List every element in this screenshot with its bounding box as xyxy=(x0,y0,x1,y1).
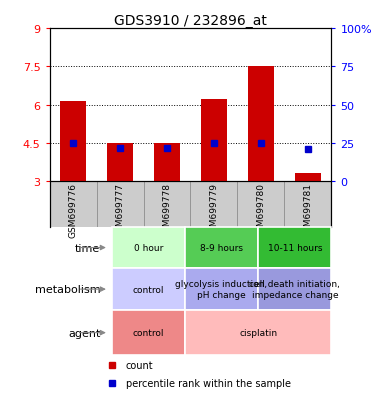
Bar xyxy=(190,182,237,228)
Bar xyxy=(144,182,190,228)
Text: GSM699779: GSM699779 xyxy=(210,183,218,238)
Bar xyxy=(285,182,331,228)
Text: 8-9 hours: 8-9 hours xyxy=(200,243,243,252)
FancyBboxPatch shape xyxy=(258,268,331,311)
Bar xyxy=(154,143,180,182)
Text: GSM699780: GSM699780 xyxy=(256,183,266,238)
Text: GSM699777: GSM699777 xyxy=(115,183,125,238)
Bar xyxy=(201,100,227,182)
Text: GSM699781: GSM699781 xyxy=(304,183,312,238)
FancyBboxPatch shape xyxy=(185,268,258,311)
FancyBboxPatch shape xyxy=(185,311,331,355)
Bar xyxy=(96,182,144,228)
Bar xyxy=(237,182,285,228)
Bar xyxy=(107,143,133,182)
Text: count: count xyxy=(126,361,153,370)
Text: control: control xyxy=(133,328,164,337)
Text: cisplatin: cisplatin xyxy=(239,328,277,337)
Text: 10-11 hours: 10-11 hours xyxy=(267,243,322,252)
FancyBboxPatch shape xyxy=(112,311,185,355)
FancyBboxPatch shape xyxy=(185,228,258,268)
Text: time: time xyxy=(75,243,100,253)
FancyBboxPatch shape xyxy=(258,228,331,268)
Text: cell death initiation,
impedance change: cell death initiation, impedance change xyxy=(250,280,340,299)
Bar xyxy=(295,174,321,182)
Text: agent: agent xyxy=(68,328,100,338)
Text: GSM699778: GSM699778 xyxy=(163,183,171,238)
Text: GSM699776: GSM699776 xyxy=(69,183,77,238)
FancyBboxPatch shape xyxy=(112,228,185,268)
Text: percentile rank within the sample: percentile rank within the sample xyxy=(126,378,291,388)
Text: 0 hour: 0 hour xyxy=(133,243,163,252)
Text: glycolysis induction,
pH change: glycolysis induction, pH change xyxy=(176,280,267,299)
Text: metabolism: metabolism xyxy=(35,285,100,294)
FancyBboxPatch shape xyxy=(112,268,185,311)
Title: GDS3910 / 232896_at: GDS3910 / 232896_at xyxy=(114,14,267,28)
Bar xyxy=(248,67,274,182)
Text: control: control xyxy=(133,285,164,294)
Bar xyxy=(60,102,86,182)
Bar xyxy=(50,182,96,228)
